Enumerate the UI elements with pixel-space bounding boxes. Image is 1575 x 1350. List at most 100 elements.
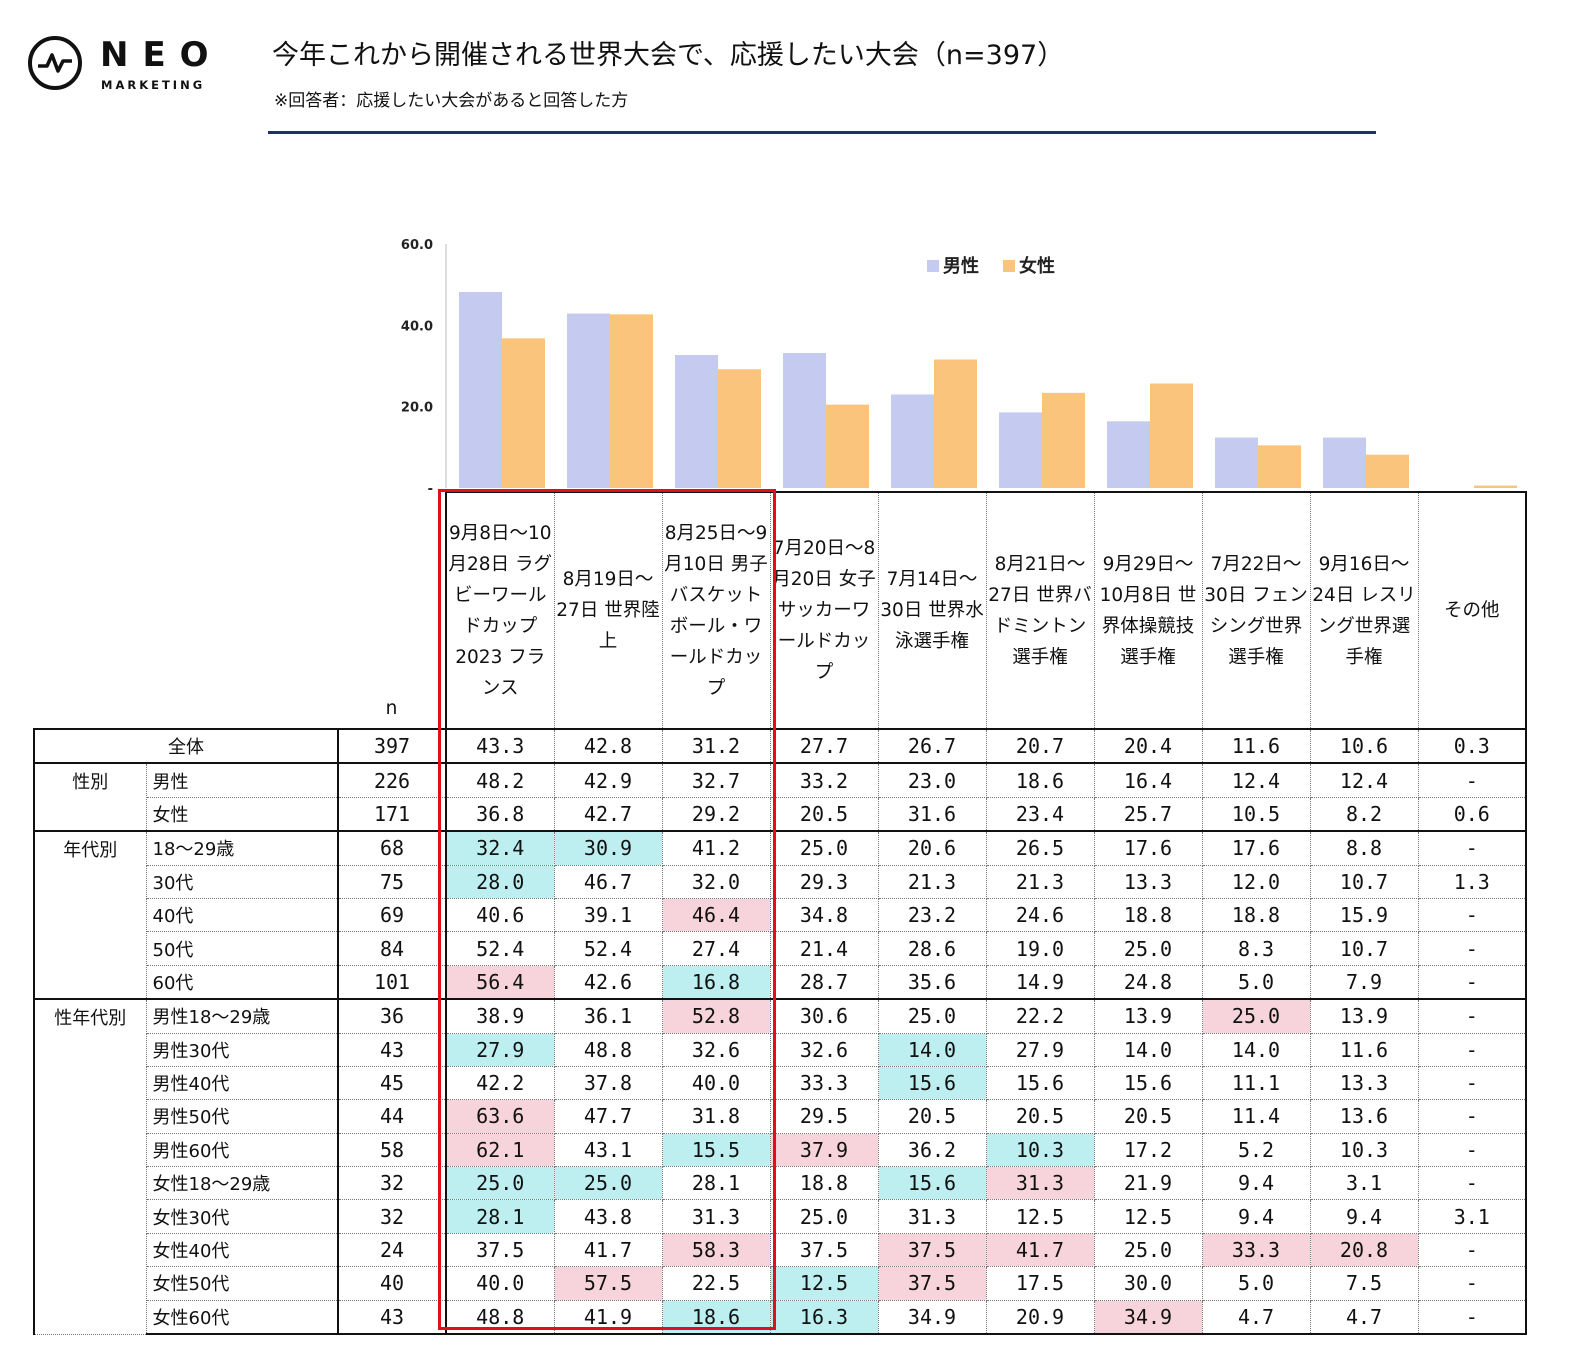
table-row: 40代 69 40.6 39.1 46.4 34.8 23.2 24.6 18.8 18.8 15.… <box>34 897 1527 933</box>
data-cell: 42.2 <box>445 1065 555 1101</box>
data-cell: 32.6 <box>661 1032 771 1067</box>
data-cell: 13.9 <box>1093 998 1203 1034</box>
data-cell: - <box>1417 762 1527 798</box>
data-cell: 25.0 <box>769 1199 879 1234</box>
header-row: n 9月8日～10月28日 ラグビーワールドカップ2023 フランス 8月19日～2… <box>34 491 1527 730</box>
n-value: 44 <box>337 1099 447 1134</box>
data-cell: 62.1 <box>445 1132 555 1168</box>
n-value: 84 <box>337 931 447 966</box>
data-cell: 12.5 <box>985 1199 1095 1234</box>
data-cell: 29.5 <box>769 1099 879 1134</box>
row-label: 60代 <box>145 964 339 1000</box>
data-cell: 10.3 <box>1309 1132 1419 1168</box>
data-cell: 15.5 <box>661 1132 771 1168</box>
data-cell: 18.6 <box>985 762 1095 798</box>
column-header: 8月21日～27日 世界バドミントン選手権 <box>985 491 1095 730</box>
data-cell: 31.8 <box>661 1099 771 1134</box>
legend-label-0: 男性 <box>943 255 979 277</box>
group-label: 性別 <box>33 762 147 832</box>
data-cell: 30.9 <box>553 830 663 866</box>
data-cell: 43.1 <box>553 1132 663 1168</box>
data-cell: - <box>1417 1232 1527 1268</box>
data-cell: 27.7 <box>769 727 879 764</box>
data-cell: 22.5 <box>661 1266 771 1301</box>
data-cell: 18.8 <box>1201 897 1311 933</box>
bar-female-9 <box>1474 485 1517 488</box>
row-label: 女性18～29歳 <box>145 1166 339 1201</box>
bar-male-2 <box>675 355 718 488</box>
data-cell: 32.0 <box>661 864 771 899</box>
data-cell: 48.8 <box>445 1299 555 1336</box>
data-cell: 10.3 <box>985 1132 1095 1168</box>
data-cell: 17.6 <box>1093 830 1203 866</box>
data-cell: 41.9 <box>553 1299 663 1336</box>
data-cell: 20.6 <box>877 830 987 866</box>
data-cell: 16.4 <box>1093 762 1203 798</box>
column-header: 9月16日～24日 レスリング世界選手権 <box>1309 491 1419 730</box>
data-cell: 11.1 <box>1201 1065 1311 1101</box>
data-cell: 40.6 <box>445 897 555 933</box>
bar-male-1 <box>567 313 610 488</box>
data-cell: 3.1 <box>1309 1166 1419 1201</box>
data-cell: 52.8 <box>661 998 771 1034</box>
data-cell: 36.2 <box>877 1132 987 1168</box>
data-cell: 13.3 <box>1309 1065 1419 1101</box>
data-cell: 20.4 <box>1093 727 1203 764</box>
bar-male-6 <box>1107 421 1150 488</box>
data-cell: 32.7 <box>661 762 771 798</box>
data-cell: 27.4 <box>661 931 771 966</box>
data-cell: 37.5 <box>877 1232 987 1268</box>
data-cell: 37.5 <box>445 1232 555 1268</box>
data-cell: 36.1 <box>553 998 663 1034</box>
data-cell: 13.3 <box>1093 864 1203 899</box>
data-cell: 40.0 <box>445 1266 555 1301</box>
column-header: 8月19日～27日 世界陸上 <box>553 491 663 730</box>
data-cell: 11.6 <box>1309 1032 1419 1067</box>
row-label: 男性40代 <box>145 1065 339 1101</box>
bar-female-4 <box>934 359 977 488</box>
table-row: 全体 397 43.3 42.8 31.2 27.7 26.7 20.7 20.4 11.6 10.… <box>33 727 1527 764</box>
data-cell: 34.9 <box>1093 1299 1203 1336</box>
data-cell: 8.8 <box>1309 830 1419 866</box>
data-cell: 31.3 <box>661 1199 771 1234</box>
data-cell: 28.1 <box>661 1166 771 1201</box>
bar-chart: 60.0 40.0 20.0 - 男性 女性 <box>401 238 1517 497</box>
data-cell: 37.5 <box>769 1232 879 1268</box>
data-cell: 15.6 <box>985 1065 1095 1101</box>
data-cell: 11.6 <box>1201 727 1311 764</box>
data-cell: 25.7 <box>1093 796 1203 832</box>
group-label: 全体 <box>33 727 339 764</box>
data-cell: 31.3 <box>877 1199 987 1234</box>
data-cell: - <box>1417 1032 1527 1067</box>
data-cell: 56.4 <box>445 964 555 1000</box>
data-cell: - <box>1417 830 1527 866</box>
data-cell: 15.6 <box>1093 1065 1203 1101</box>
data-cell: 20.9 <box>985 1299 1095 1336</box>
table-row: 男性40代 45 42.2 37.8 40.0 33.3 15.6 15.6 15.6 11.1 1… <box>34 1065 1527 1101</box>
data-cell: 26.7 <box>877 727 987 764</box>
data-cell: 4.7 <box>1309 1299 1419 1336</box>
data-cell: 15.6 <box>877 1065 987 1101</box>
data-cell: 46.4 <box>661 897 771 933</box>
data-cell: 42.6 <box>553 964 663 1000</box>
table-row: 女性40代 24 37.5 41.7 58.3 37.5 37.5 41.7 25.0 33.3 2… <box>34 1232 1527 1268</box>
column-header: その他 <box>1417 491 1527 730</box>
data-cell: 16.8 <box>661 964 771 1000</box>
table-row: 女性60代 43 48.8 41.9 18.6 16.3 34.9 20.9 34.9 4.7 4.… <box>34 1299 1527 1336</box>
bar-female-0 <box>502 338 545 488</box>
column-header: 7月22日～30日 フェンシング世界選手権 <box>1201 491 1311 730</box>
n-value: 69 <box>337 897 447 933</box>
n-header: n <box>338 492 447 730</box>
n-value: 75 <box>337 864 447 899</box>
bar-female-1 <box>610 314 653 488</box>
data-cell: 10.6 <box>1309 727 1419 764</box>
table-row: 50代 84 52.4 52.4 27.4 21.4 28.6 19.0 25.0 8.3 10.7… <box>34 931 1527 966</box>
data-cell: 10.5 <box>1201 796 1311 832</box>
data-cell: 29.2 <box>661 796 771 832</box>
bar-male-5 <box>999 412 1042 488</box>
table-row: 女性18～29歳 32 25.0 25.0 28.1 18.8 15.6 31.3 21.9 9.… <box>34 1166 1527 1201</box>
n-value: 101 <box>337 964 447 1000</box>
data-cell: 31.2 <box>661 727 771 764</box>
y-tick-label: 40.0 <box>401 319 433 334</box>
n-value: 58 <box>337 1132 447 1168</box>
